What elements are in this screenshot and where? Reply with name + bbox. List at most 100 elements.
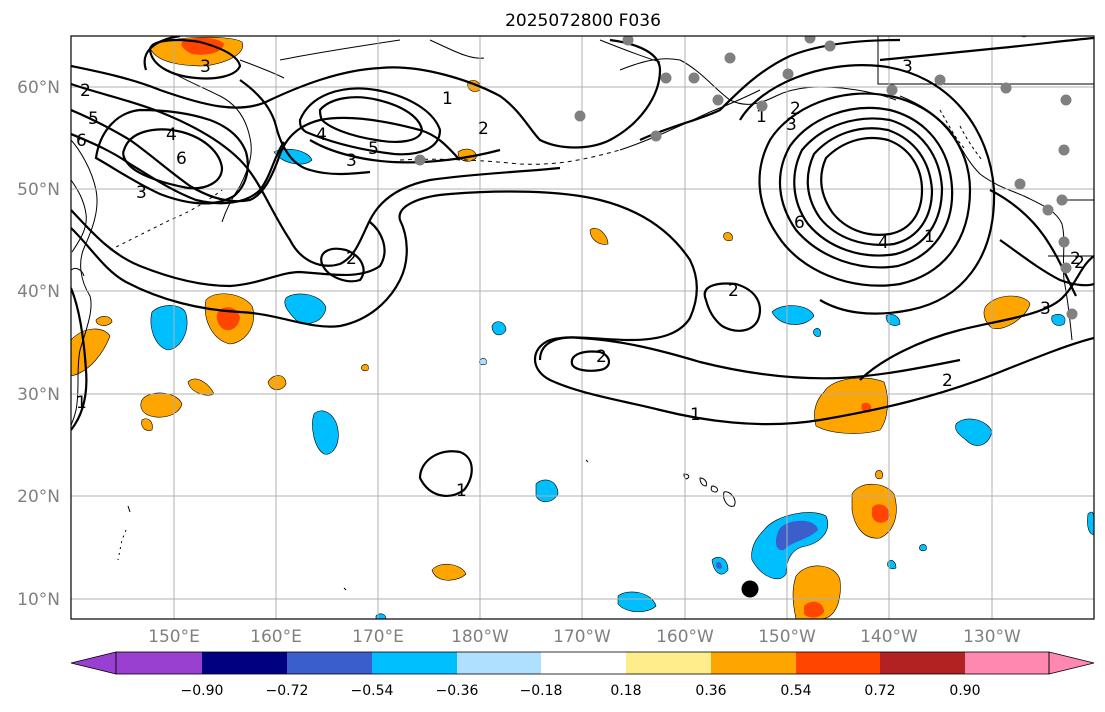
colorbar-segment [541, 652, 626, 674]
contour-label-group: 2 5 6 4 3 6 3 4 5 3 1 2 2 1 2 2 3 2 6 4 … [76, 57, 1085, 501]
colorbar-tick: −0.36 [436, 683, 479, 699]
anomaly-positive [875, 470, 883, 480]
latitude-axis: 60°N 50°N 40°N 30°N 20°N 10°N [17, 78, 60, 610]
anomaly-negative [491, 321, 507, 336]
colorbar-segment [116, 652, 202, 674]
colorbar-tick: 0.18 [610, 683, 641, 699]
station-dot [1066, 308, 1078, 320]
contour-label: 3 [902, 57, 913, 77]
lat-label: 20°N [17, 487, 60, 507]
contour-line [309, 139, 501, 164]
anomaly-negative [887, 560, 897, 570]
anomaly-positive [71, 328, 111, 377]
anomaly-negative [312, 410, 339, 455]
anomaly-positive [431, 563, 467, 581]
anomaly-strong-negative [775, 520, 818, 551]
contour-line [793, 117, 944, 257]
station-dot [824, 40, 836, 52]
anomaly-positive [589, 227, 609, 245]
colorbar-tick: 0.72 [864, 683, 895, 699]
station-dot [934, 74, 946, 86]
station-dot [804, 36, 816, 44]
contour-line [570, 350, 611, 372]
contour-label: 4 [316, 125, 327, 145]
contour-line [71, 82, 561, 267]
contour-label: 2 [790, 99, 801, 119]
contour-line [318, 96, 424, 143]
colorbar-segment [880, 652, 965, 674]
contour-label: 1 [442, 89, 453, 109]
colorbar: −0.90 −0.72 −0.54 −0.36 −0.18 0.18 0.36 … [70, 651, 1095, 699]
station-dot [574, 110, 586, 122]
anomaly-negative [771, 305, 815, 325]
colorbar-extend-low [70, 651, 117, 675]
station-dot [414, 154, 426, 166]
longitude-axis: 150°E 160°E 170°E 180°W 170°W 160°W 150°… [148, 627, 1021, 647]
contour-label: 2 [942, 371, 953, 391]
lon-label: 180°W [451, 627, 509, 647]
anomaly-strong-positive [872, 504, 890, 523]
contour-line [71, 209, 386, 288]
lon-label: 150°E [148, 627, 200, 647]
colorbar-tick: 0.36 [695, 683, 726, 699]
lat-label: 40°N [17, 282, 60, 302]
contour-line [989, 189, 1077, 297]
contour-lines [71, 36, 1094, 497]
lon-label: 140°W [860, 627, 918, 647]
contour-label: 4 [166, 125, 177, 145]
station-dot [1042, 204, 1054, 216]
anomaly-negative [955, 418, 993, 446]
colorbar-segment [965, 652, 1049, 674]
colorbar-tick: −0.54 [351, 683, 394, 699]
contour-label: 1 [690, 405, 701, 425]
contour-label: 2 [1070, 249, 1081, 269]
contour-label: 2 [80, 81, 91, 101]
contour-line [999, 239, 1094, 287]
contour-label: 2 [728, 281, 739, 301]
lat-label: 10°N [17, 590, 60, 610]
lat-label: 60°N [17, 78, 60, 98]
lat-label: 50°N [17, 180, 60, 200]
storm-marker [741, 580, 759, 598]
graticule [71, 36, 1094, 619]
contour-label: 1 [756, 107, 767, 127]
colorbar-tick: −0.90 [181, 683, 224, 699]
anomaly-positive [140, 392, 183, 418]
lon-label: 130°W [963, 627, 1021, 647]
contour-label: 6 [176, 149, 187, 169]
contour-label: 5 [88, 109, 99, 129]
contour-label: 1 [924, 227, 935, 247]
contour-line [703, 282, 762, 332]
colorbar-segment [372, 652, 457, 674]
anomaly-positive [723, 232, 733, 242]
contour-label: 2 [596, 347, 607, 367]
contour-line [639, 38, 901, 141]
contour-label: 3 [136, 183, 147, 203]
colorbar-segment [202, 652, 287, 674]
colorbar-segment [287, 652, 372, 674]
anomaly-positive [95, 316, 113, 326]
station-dot [1060, 262, 1072, 274]
contour-line [71, 190, 1094, 426]
station-dot [1058, 144, 1070, 156]
colorbar-segment [711, 652, 796, 674]
colorbar-tick: −0.72 [266, 683, 309, 699]
contour-line [806, 127, 934, 246]
lon-label: 160°E [250, 627, 302, 647]
colorbar-tick: 0.54 [780, 683, 811, 699]
anomaly-negative [1087, 511, 1094, 535]
contour-line [859, 255, 1094, 381]
station-dot [650, 130, 662, 142]
colorbar-frame [115, 651, 1050, 675]
colorbar-segment [796, 652, 880, 674]
station-dot [1000, 82, 1012, 94]
lon-label: 160°W [656, 627, 714, 647]
station-dot [724, 52, 736, 64]
anomaly-negative [617, 591, 657, 613]
contour-line [320, 247, 365, 283]
anomaly-positive [141, 418, 153, 431]
contour-line [122, 128, 224, 190]
colorbar-tick: 0.90 [949, 683, 980, 699]
lon-label: 170°W [553, 627, 611, 647]
anomaly-negative [919, 544, 927, 552]
